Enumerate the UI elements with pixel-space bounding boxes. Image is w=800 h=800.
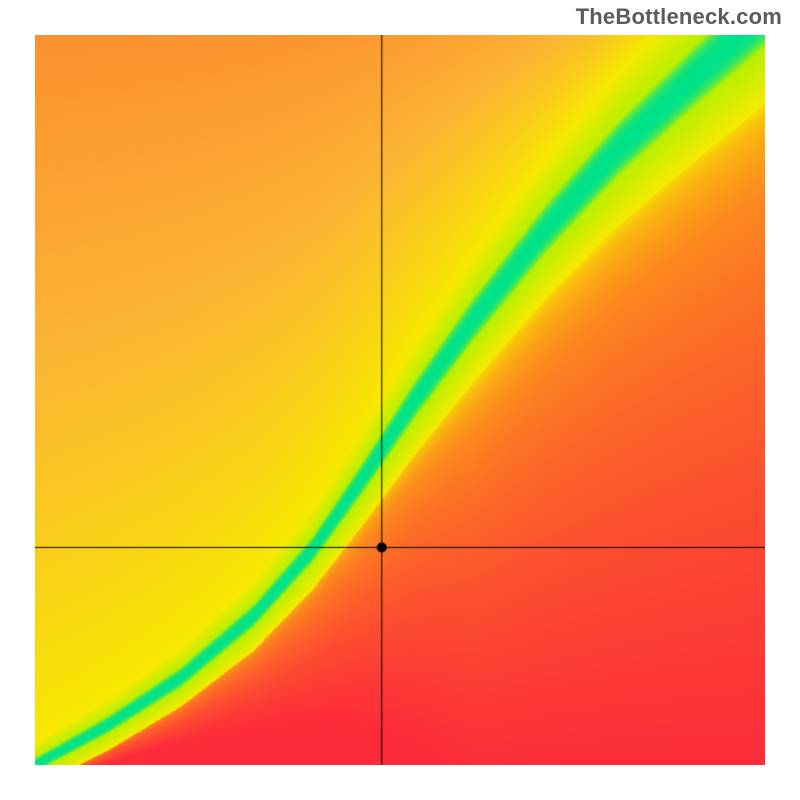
watermark-label: TheBottleneck.com [576, 4, 782, 30]
chart-container: TheBottleneck.com [0, 0, 800, 800]
heatmap-canvas [35, 35, 765, 765]
